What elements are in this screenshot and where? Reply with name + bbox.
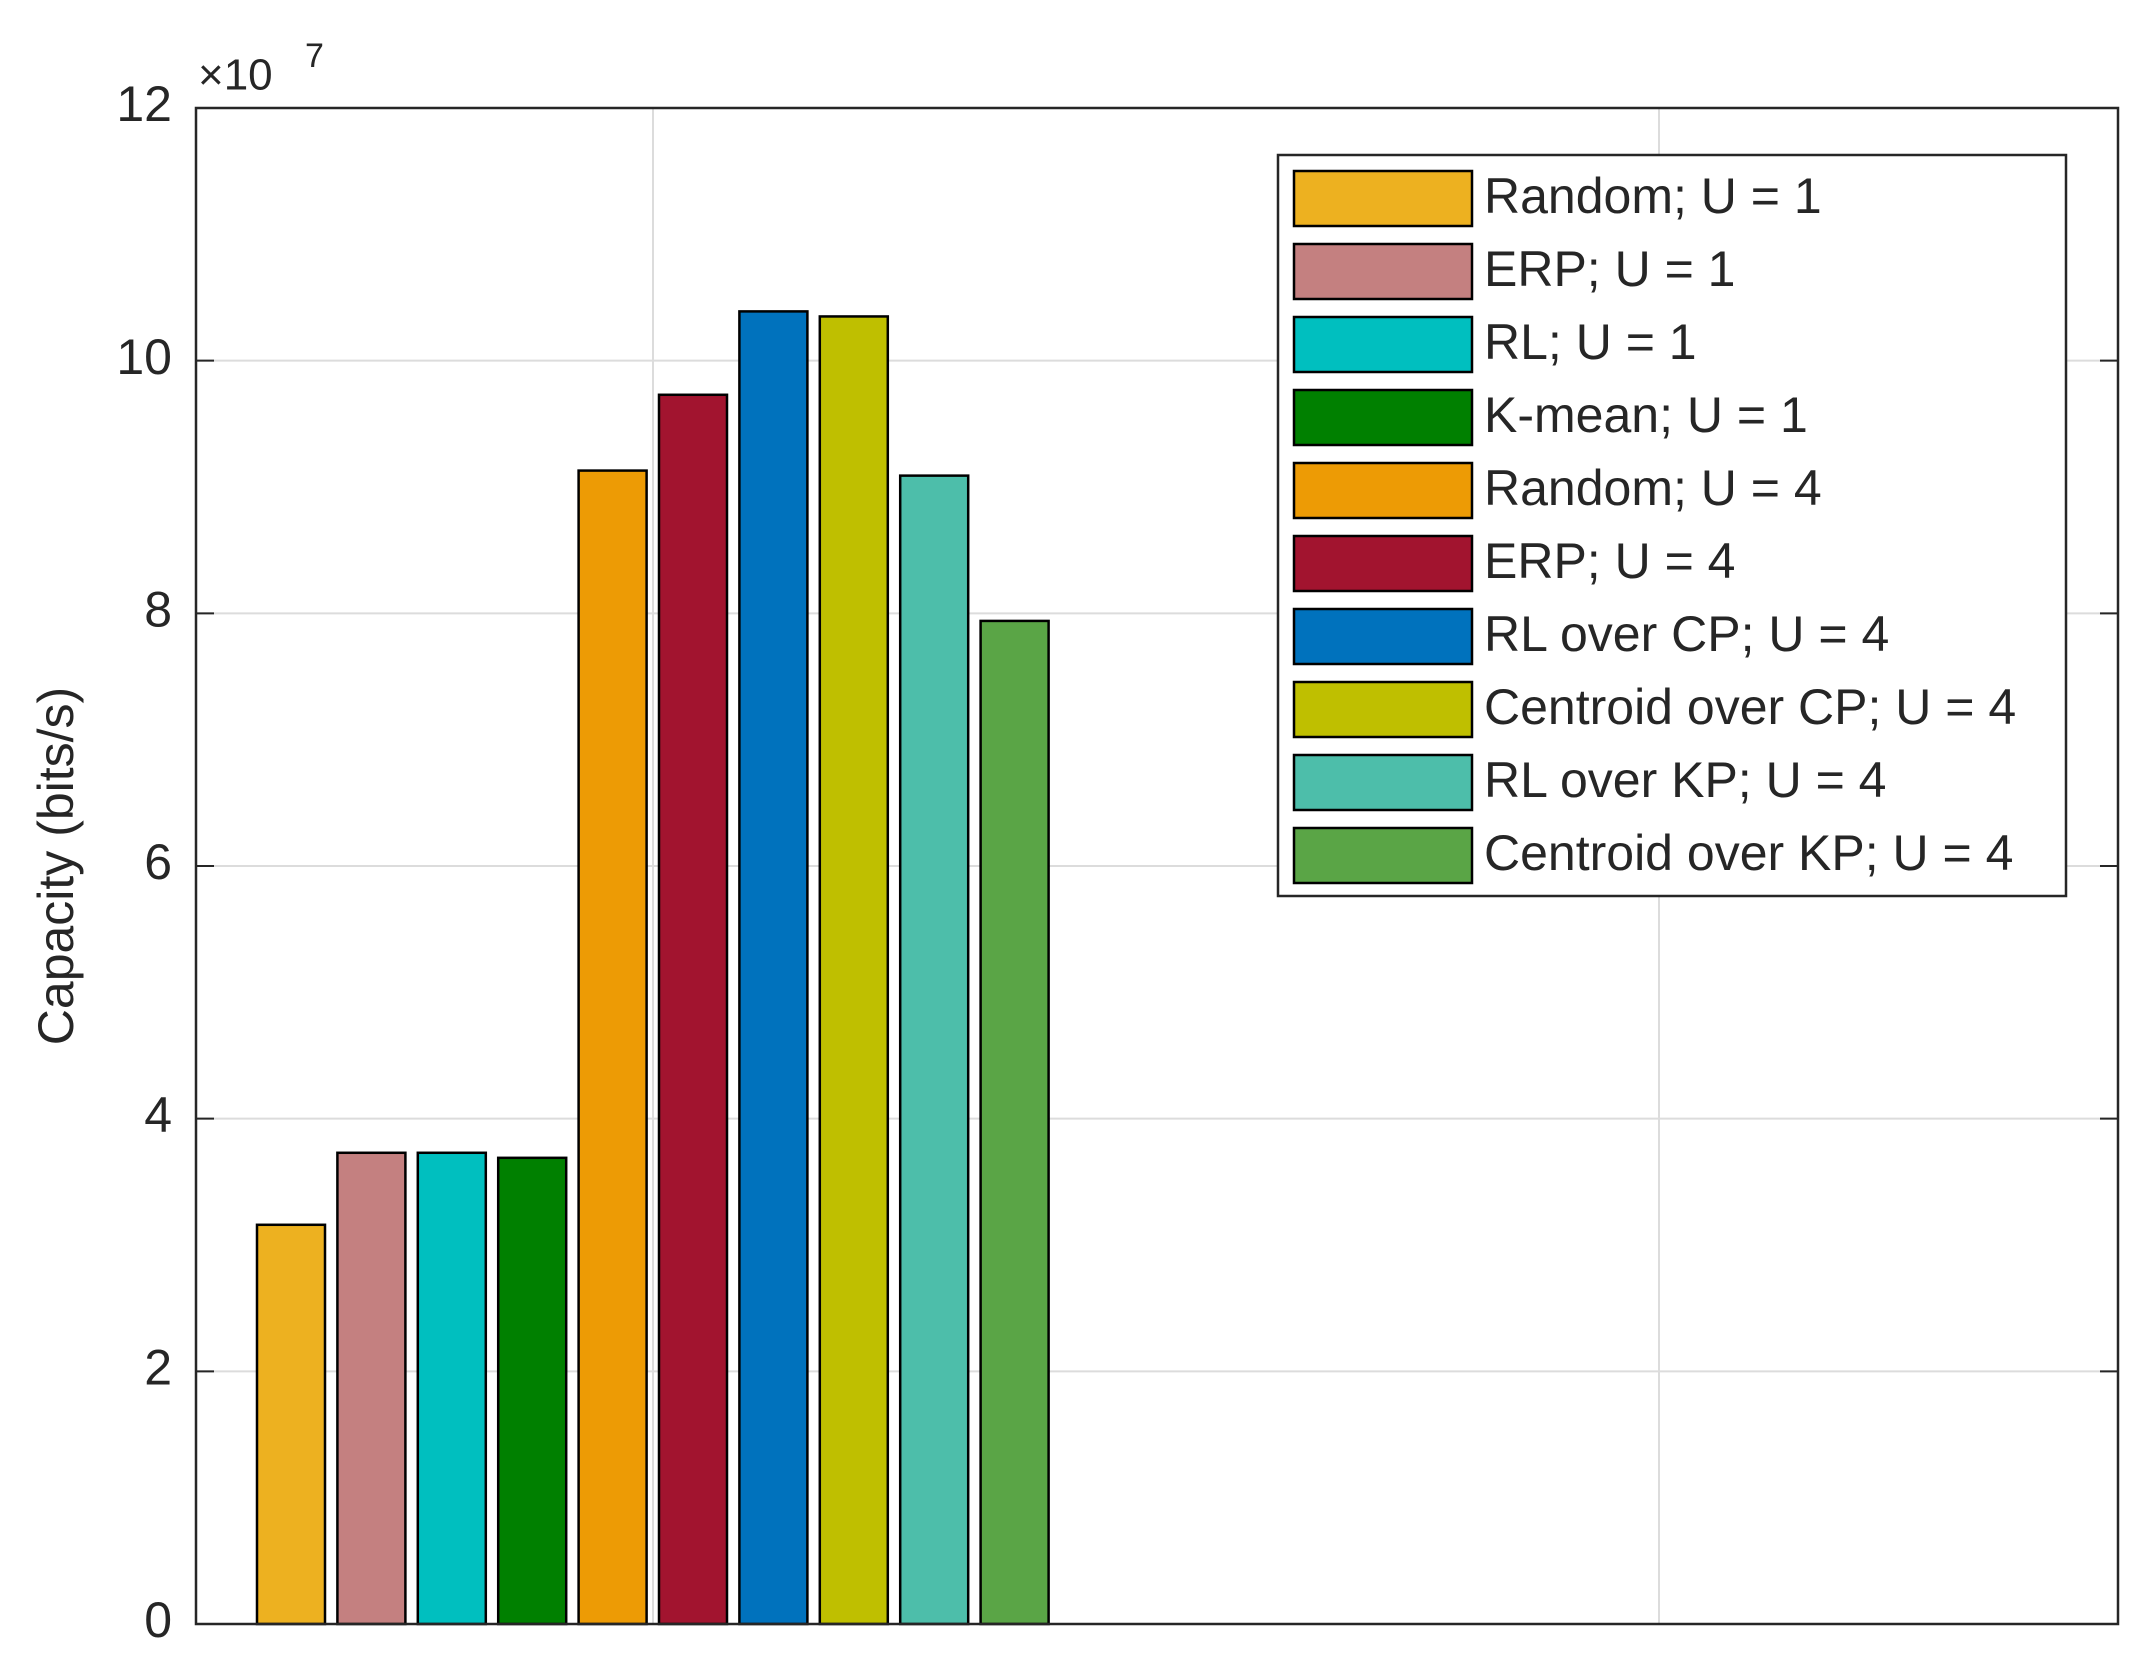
y-tick-label: 10 [116,329,172,385]
bar [738,310,809,1626]
legend-swatch [1292,826,1474,885]
bar [818,315,890,1626]
legend-label: RL over CP; U = 4 [1484,606,1889,662]
y-axis-label: Capacity (bits/s) [28,687,84,1045]
legend-swatch [1292,242,1474,301]
y-tick-label: 0 [144,1592,172,1648]
y-tick-label: 12 [116,76,172,132]
y-tick-label: 6 [144,834,172,890]
bar [657,393,729,1626]
legend-label: RL; U = 1 [1484,314,1697,370]
legend-label: ERP; U = 1 [1484,241,1736,297]
y-tick-label: 2 [144,1340,172,1396]
bar [979,619,1050,1626]
legend-swatch [1292,315,1474,374]
legend-swatch [1292,607,1474,666]
bar [336,1151,407,1626]
legend-swatch [1292,753,1474,812]
bar [577,469,648,1626]
legend-label: K-mean; U = 1 [1484,387,1808,443]
y-tick-label: 8 [144,582,172,638]
legend-swatch [1292,388,1474,447]
legend-swatch [1292,680,1474,739]
bar [416,1151,488,1626]
bar [898,474,970,1626]
legend-swatch [1292,169,1474,228]
legend-swatch [1292,461,1474,520]
bar [255,1223,327,1626]
legend-swatch [1292,534,1474,593]
legend-label: Random; U = 4 [1484,460,1822,516]
y-multiplier: ×10 [198,51,273,100]
legend-label: ERP; U = 4 [1484,533,1736,589]
legend-label: Centroid over KP; U = 4 [1484,825,2013,881]
bar [496,1156,568,1626]
y-tick-label: 4 [144,1087,172,1143]
y-multiplier-exponent: 7 [305,37,324,75]
legend-label: RL over KP; U = 4 [1484,752,1887,808]
legend-label: Random; U = 1 [1484,168,1822,224]
legend-label: Centroid over CP; U = 4 [1484,679,2016,735]
